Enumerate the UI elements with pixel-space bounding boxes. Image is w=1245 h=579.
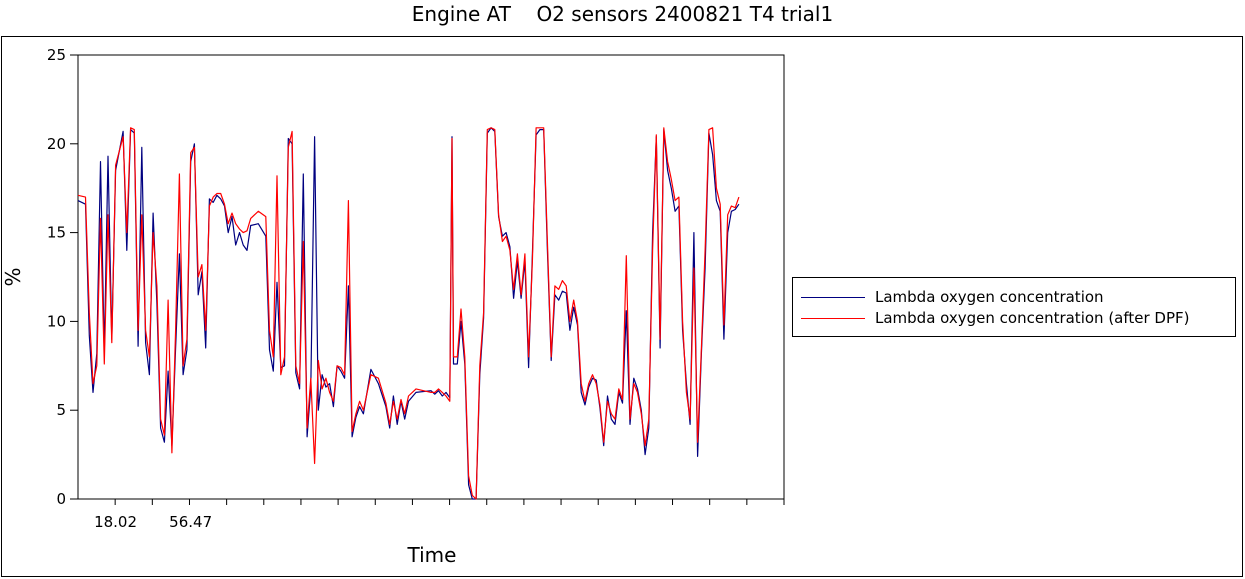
x-axis-label: Time — [407, 543, 457, 567]
y-tick-label: 20 — [47, 135, 66, 153]
legend: Lambda oxygen concentration Lambda oxyge… — [792, 277, 1236, 337]
plot-area: 0 5 10 15 20 25 18.02 56.47 % Time — [2, 46, 785, 567]
y-axis-label: % — [2, 267, 25, 286]
series-line-1 — [77, 127, 740, 500]
legend-item-lambda: Lambda oxygen concentration — [801, 287, 1104, 307]
y-tick-label: 25 — [47, 46, 66, 64]
y-tick-label: 5 — [56, 401, 66, 419]
legend-swatch-lambda-after-dpf — [801, 317, 865, 319]
x-tick-label: 18.02 — [94, 513, 137, 531]
legend-swatch-lambda — [801, 296, 865, 298]
series-line-0 — [77, 127, 740, 500]
legend-item-lambda-after-dpf: Lambda oxygen concentration (after DPF) — [801, 308, 1190, 328]
y-tick-label: 15 — [47, 224, 66, 242]
legend-label-lambda: Lambda oxygen concentration — [875, 288, 1104, 306]
y-tick-label: 10 — [47, 312, 66, 330]
x-tick-label: 56.47 — [169, 513, 212, 531]
y-tick-label: 0 — [56, 490, 66, 508]
chart-frame: 0 5 10 15 20 25 18.02 56.47 % Time Lambda oxyg… — [1, 36, 1243, 577]
plot-border — [77, 54, 785, 500]
legend-label-lambda-after-dpf: Lambda oxygen concentration (after DPF) — [875, 309, 1190, 327]
chart-title: Engine AT O2 sensors 2400821 T4 trial1 — [411, 2, 834, 26]
